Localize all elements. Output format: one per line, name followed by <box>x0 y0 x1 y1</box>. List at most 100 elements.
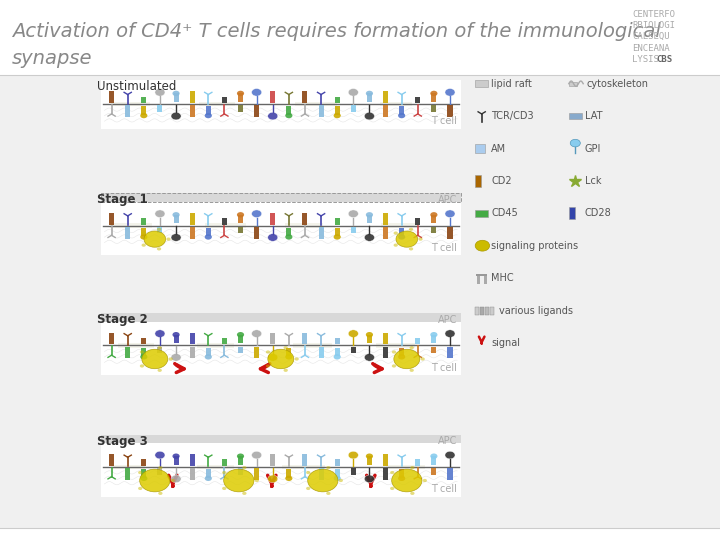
Bar <box>125 105 130 117</box>
Circle shape <box>242 466 246 469</box>
Bar <box>197 343 234 348</box>
Bar <box>448 468 453 480</box>
Bar <box>399 469 404 478</box>
Bar <box>399 106 404 115</box>
Circle shape <box>268 354 278 361</box>
Bar <box>125 468 130 480</box>
Bar <box>206 106 211 115</box>
Circle shape <box>155 210 165 218</box>
Bar <box>110 224 152 228</box>
Bar <box>302 454 307 466</box>
Bar <box>109 454 114 466</box>
Bar <box>158 347 163 353</box>
Bar <box>383 213 388 225</box>
Bar <box>141 228 146 237</box>
Circle shape <box>142 349 168 369</box>
Circle shape <box>570 139 580 147</box>
Bar <box>295 102 337 106</box>
Bar <box>238 105 243 112</box>
Circle shape <box>251 210 261 218</box>
Bar <box>189 333 194 345</box>
Circle shape <box>268 112 278 120</box>
Bar <box>569 113 582 119</box>
Circle shape <box>171 234 181 241</box>
Bar <box>222 460 227 466</box>
Bar <box>0 0 720 75</box>
Circle shape <box>431 212 438 218</box>
Bar <box>222 338 227 345</box>
Bar <box>101 313 461 375</box>
Bar <box>284 224 323 228</box>
Bar <box>270 454 275 466</box>
Circle shape <box>366 212 373 218</box>
Circle shape <box>155 330 165 338</box>
Bar <box>475 144 485 153</box>
Text: APC: APC <box>438 436 457 447</box>
Bar <box>254 227 259 239</box>
Bar <box>383 347 388 359</box>
Bar <box>448 227 453 239</box>
Circle shape <box>394 349 420 369</box>
Circle shape <box>158 492 163 495</box>
Circle shape <box>366 332 373 338</box>
Circle shape <box>168 357 173 361</box>
Circle shape <box>423 479 427 482</box>
Bar <box>189 91 194 103</box>
Bar <box>302 333 307 345</box>
Circle shape <box>396 231 418 247</box>
Circle shape <box>140 234 148 240</box>
Bar <box>476 274 487 276</box>
Bar <box>431 93 436 102</box>
Bar <box>293 343 332 348</box>
Bar <box>415 97 420 103</box>
Bar <box>189 468 194 480</box>
Bar <box>448 105 453 117</box>
Circle shape <box>142 232 146 235</box>
Bar <box>490 307 494 315</box>
Circle shape <box>333 354 341 360</box>
Bar <box>287 348 292 356</box>
Bar <box>222 97 227 103</box>
Bar <box>270 91 275 103</box>
Text: APC: APC <box>438 315 457 325</box>
Circle shape <box>173 454 180 459</box>
Circle shape <box>140 469 170 492</box>
Circle shape <box>394 244 398 247</box>
Bar <box>477 274 480 284</box>
Circle shape <box>364 354 374 361</box>
Text: GPI: GPI <box>585 144 601 153</box>
Bar <box>174 456 179 465</box>
Bar <box>475 307 479 315</box>
Circle shape <box>333 113 341 118</box>
Circle shape <box>142 244 146 247</box>
Circle shape <box>306 487 310 490</box>
Circle shape <box>140 476 148 481</box>
Circle shape <box>173 212 180 218</box>
Bar <box>158 468 163 475</box>
Bar <box>380 102 412 106</box>
Bar <box>383 454 388 466</box>
Circle shape <box>285 234 292 240</box>
Circle shape <box>431 332 438 338</box>
Bar <box>335 469 340 478</box>
Circle shape <box>222 471 226 474</box>
Bar <box>174 93 179 102</box>
Bar <box>382 224 418 228</box>
Circle shape <box>285 354 292 360</box>
Bar <box>335 218 340 225</box>
Bar <box>287 106 292 115</box>
Bar <box>399 348 404 356</box>
Circle shape <box>138 471 143 474</box>
Bar <box>367 335 372 343</box>
Circle shape <box>294 357 299 361</box>
Circle shape <box>237 212 244 218</box>
Circle shape <box>237 91 244 96</box>
Bar <box>238 335 243 343</box>
Circle shape <box>445 89 455 96</box>
Text: APC: APC <box>438 195 457 205</box>
Bar <box>485 307 489 315</box>
Bar <box>189 454 194 466</box>
Circle shape <box>157 228 161 231</box>
Circle shape <box>348 89 359 96</box>
Text: T cell: T cell <box>431 116 457 126</box>
